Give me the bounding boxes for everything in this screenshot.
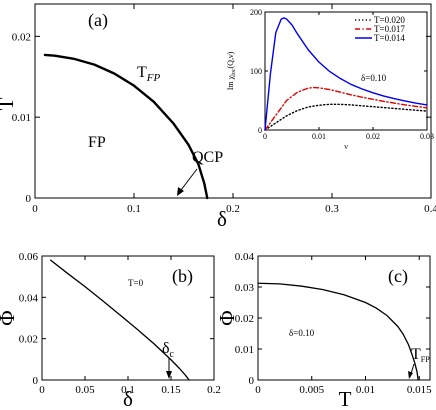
a-xtick-label-4: 0.4 <box>424 203 436 215</box>
panel-c-annotation: δ=0.10 <box>289 328 315 338</box>
a-xtick-label-3: 0.3 <box>325 203 339 215</box>
inset-curves <box>264 17 428 131</box>
c-ytick-label-3: 0.03 <box>235 282 255 294</box>
panel-c-xlabel: T <box>339 387 352 410</box>
panel-c-label: (c) <box>388 266 408 287</box>
c-ytick-label-4: 0.04 <box>235 251 255 263</box>
panel-c-ticks <box>257 255 430 381</box>
inset: 0 0.01 0.02 0.03 0 100 200 ν Im χloc(Q,ν) δ=0.… <box>226 8 434 151</box>
panel-a-ylabel: T <box>0 97 18 110</box>
panel-a-frame <box>34 3 432 199</box>
tfp-annotation: TFP <box>137 64 161 84</box>
b-xtick-label-3: 0.15 <box>161 384 181 396</box>
a-ytick-label-2: 0.02 <box>12 31 31 43</box>
panel-a-xlabel: δ <box>217 207 227 231</box>
i-series-line-1 <box>264 86 428 131</box>
panel-a-tick-labels: 0 0.1 0.2 0.3 0.4 0 0.01 0.02 <box>12 31 436 215</box>
b-series-line-0 <box>49 259 190 381</box>
i-series-line-2 <box>264 17 428 131</box>
b-ytick-label-0: 0 <box>33 375 39 387</box>
c-xtick-label-1: 0.005 <box>299 384 324 396</box>
a-xtick-label-2: 0.2 <box>226 203 240 215</box>
panel-a: 0 0.1 0.2 0.3 0.4 0 0.01 0.02 (a) δ T TFP FP QC… <box>0 3 436 231</box>
i-xtick-label-0: 0 <box>263 132 267 141</box>
panel-b-label: (b) <box>172 266 193 287</box>
i-ytick-label-2: 200 <box>250 8 262 17</box>
panel-b: 0 0.05 0.1 0.15 0.2 0 0.02 0.04 0.06 (b) T=0 δ Φ… <box>0 251 221 410</box>
panel-a-curves <box>43 53 209 200</box>
i-xtick-label-2: 0.02 <box>366 132 380 141</box>
c-ytick-label-2: 0.02 <box>235 313 254 325</box>
panel-b-ylabel: Φ <box>0 310 19 325</box>
i-series-line-0 <box>264 103 428 131</box>
fp-annotation: FP <box>88 134 106 151</box>
panel-c-ylabel: Φ <box>215 310 239 325</box>
b-xtick-label-2: 0.1 <box>121 384 135 396</box>
inset-xlabel: ν <box>344 142 348 151</box>
b-xtick-label-1: 0.05 <box>75 384 95 396</box>
inset-legend-label-0: T=0.020 <box>374 15 405 25</box>
a-xtick-label-1: 0.1 <box>127 203 141 215</box>
inset-ylabel: Im χloc(Q,ν) <box>226 51 237 90</box>
a-xtick-label-0: 0 <box>32 203 38 215</box>
a-ytick-label-0: 0 <box>26 193 32 205</box>
panel-b-tick-labels: 0 0.05 0.1 0.15 0.2 0 0.02 0.04 0.06 <box>19 251 221 396</box>
c-ytick-label-1: 0.01 <box>235 344 254 356</box>
panel-b-xlabel: δ <box>123 387 133 410</box>
inset-legend-label-1: T=0.017 <box>374 24 405 34</box>
panel-b-ticks <box>41 255 215 381</box>
qcp-arrowhead <box>177 187 184 196</box>
delta-c-arrowhead <box>166 371 172 379</box>
c-xtick-label-0: 0 <box>255 384 261 396</box>
tfp-c-arrowhead <box>408 371 413 379</box>
tfp-c-annotation: TFP <box>411 346 430 364</box>
delta-c-annotation: δc <box>162 340 175 360</box>
a-ytick-label-1: 0.01 <box>12 112 31 124</box>
c-xtick-label-3: 0.015 <box>407 384 432 396</box>
c-ytick-label-0: 0 <box>249 375 255 387</box>
panel-a-label: (a) <box>88 10 108 31</box>
b-ytick-label-1: 0.02 <box>19 334 38 346</box>
i-xtick-label-1: 0.01 <box>312 132 326 141</box>
b-xtick-label-0: 0 <box>39 384 45 396</box>
i-ytick-label-0: 0 <box>258 126 262 135</box>
b-xtick-label-4: 0.2 <box>207 384 221 396</box>
panel-b-curves <box>49 259 190 381</box>
panel-c-tick-labels: 0 0.005 0.01 0.015 0 0.01 0.02 0.03 0.04 <box>235 251 432 396</box>
a-series-line-0 <box>43 53 209 200</box>
c-xtick-label-2: 0.01 <box>356 384 375 396</box>
b-ytick-label-2: 0.04 <box>19 292 39 304</box>
inset-legend-label-2: T=0.014 <box>374 33 405 43</box>
panel-c-curves <box>257 282 419 381</box>
i-xtick-label-3: 0.03 <box>420 132 434 141</box>
inset-annotation: δ=0.10 <box>361 73 387 83</box>
qcp-annotation: QCP <box>192 149 223 166</box>
i-ytick-label-1: 100 <box>250 67 262 76</box>
inset-ticks <box>264 11 428 131</box>
inset-tick-labels: 0 0.01 0.02 0.03 0 100 200 <box>250 8 434 141</box>
c-series-line-0 <box>257 282 419 381</box>
b-ytick-label-3: 0.06 <box>19 251 39 263</box>
panel-a-ticks <box>34 4 432 199</box>
panel-b-annotation: T=0 <box>128 278 144 288</box>
panel-c: 0 0.005 0.01 0.015 0 0.01 0.02 0.03 0.04 (c) δ=0… <box>215 251 432 410</box>
